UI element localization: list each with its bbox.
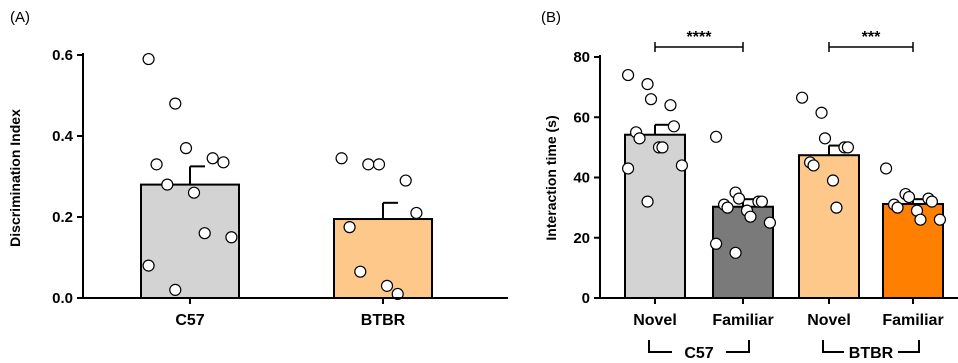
y-tick-label-3: 60 bbox=[573, 109, 590, 126]
category-label-2: Novel bbox=[807, 312, 851, 329]
data-point-1-6 bbox=[721, 201, 734, 214]
group-label-1: BTBR bbox=[849, 345, 894, 362]
data-point-2-1 bbox=[815, 106, 828, 119]
data-point-0-2 bbox=[179, 142, 193, 155]
y-tick-label-2: 40 bbox=[573, 170, 590, 187]
data-point-1-10 bbox=[709, 237, 723, 250]
data-point-1-11 bbox=[729, 246, 742, 259]
y-tick-label-1: 0.2 bbox=[52, 209, 73, 226]
data-point-0-7 bbox=[187, 186, 201, 199]
data-point-3-0 bbox=[879, 162, 893, 175]
data-point-1-6 bbox=[354, 265, 367, 278]
data-point-1-4 bbox=[755, 195, 769, 208]
category-label-1: Familiar bbox=[712, 312, 773, 329]
bar-0 bbox=[140, 183, 240, 300]
data-point-0-11 bbox=[641, 195, 654, 208]
significance-label-0: **** bbox=[687, 29, 713, 46]
data-point-0-11 bbox=[169, 283, 182, 296]
data-point-0-6 bbox=[161, 178, 174, 191]
data-point-0-1 bbox=[641, 78, 654, 91]
data-point-0-6 bbox=[633, 132, 646, 145]
data-point-0-0 bbox=[621, 68, 635, 82]
data-point-3-6 bbox=[891, 201, 904, 214]
data-point-0-8 bbox=[656, 141, 669, 154]
data-point-1-8 bbox=[391, 287, 404, 301]
data-point-1-9 bbox=[763, 216, 777, 229]
panel-b-label: (B) bbox=[541, 9, 561, 26]
data-point-0-4 bbox=[217, 156, 230, 169]
panel-a-y-axis-title: Discrimination Index bbox=[7, 109, 23, 247]
panel-b-y-axis-title: Interaction time (s) bbox=[543, 115, 559, 240]
y-tick-label-3: 0.6 bbox=[52, 47, 73, 64]
data-point-3-8 bbox=[914, 213, 927, 226]
data-point-0-3 bbox=[206, 152, 219, 165]
data-point-0-0 bbox=[142, 52, 155, 66]
bar-1 bbox=[712, 205, 774, 299]
category-label-0: C57 bbox=[175, 312, 204, 329]
data-point-1-5 bbox=[343, 221, 356, 234]
data-point-0-9 bbox=[225, 231, 238, 244]
y-tick-label-2: 0.4 bbox=[52, 128, 74, 145]
panel-a: (A) Discrimination Index C57 BTBR 0.0 0.2 0.… bbox=[7, 9, 508, 329]
category-label-0: Novel bbox=[633, 312, 677, 329]
data-point-1-4 bbox=[410, 206, 423, 220]
data-point-1-2 bbox=[732, 192, 746, 205]
data-point-0-8 bbox=[198, 227, 211, 240]
data-point-1-0 bbox=[709, 130, 723, 143]
data-point-1-0 bbox=[335, 152, 348, 165]
data-point-0-5 bbox=[150, 158, 163, 171]
y-tick-label-0: 0 bbox=[582, 290, 590, 307]
data-point-0-3 bbox=[664, 99, 677, 112]
data-point-1-2 bbox=[372, 158, 386, 171]
data-point-1-7 bbox=[380, 279, 394, 292]
data-point-2-6 bbox=[807, 159, 820, 172]
bar-0 bbox=[624, 133, 686, 299]
data-point-2-8 bbox=[830, 201, 843, 214]
data-point-0-10 bbox=[621, 162, 635, 175]
data-point-2-0 bbox=[795, 91, 809, 104]
y-tick-label-1: 20 bbox=[573, 230, 590, 247]
group-bracket-right-1 bbox=[898, 340, 920, 353]
data-point-0-4 bbox=[667, 120, 681, 133]
y-tick-label-4: 80 bbox=[573, 49, 590, 66]
bar-3 bbox=[882, 203, 944, 299]
data-point-0-1 bbox=[169, 97, 182, 110]
panel-a-label: (A) bbox=[10, 9, 30, 26]
data-point-0-9 bbox=[675, 159, 689, 172]
data-point-1-1 bbox=[362, 158, 375, 171]
data-point-0-2 bbox=[644, 93, 658, 106]
data-point-2-7 bbox=[826, 174, 840, 187]
group-bracket-left-0 bbox=[648, 340, 672, 353]
group-label-0: C57 bbox=[684, 345, 713, 362]
data-point-0-10 bbox=[142, 259, 155, 272]
group-bracket-left-1 bbox=[822, 340, 844, 353]
category-label-3: Familiar bbox=[882, 312, 943, 329]
data-point-2-2 bbox=[818, 132, 832, 145]
data-point-3-9 bbox=[933, 213, 947, 226]
significance-label-1: *** bbox=[862, 29, 881, 46]
panel-b: (B) Interaction time (s) Novel Familiar No… bbox=[541, 9, 958, 362]
data-point-3-2 bbox=[902, 190, 916, 204]
data-point-1-3 bbox=[399, 174, 412, 187]
data-point-2-4 bbox=[841, 141, 855, 154]
group-bracket-right-0 bbox=[726, 340, 750, 353]
data-point-3-4 bbox=[925, 195, 939, 208]
y-tick-label-0: 0.0 bbox=[52, 290, 73, 307]
data-point-1-8 bbox=[744, 210, 757, 223]
category-label-1: BTBR bbox=[361, 312, 406, 329]
